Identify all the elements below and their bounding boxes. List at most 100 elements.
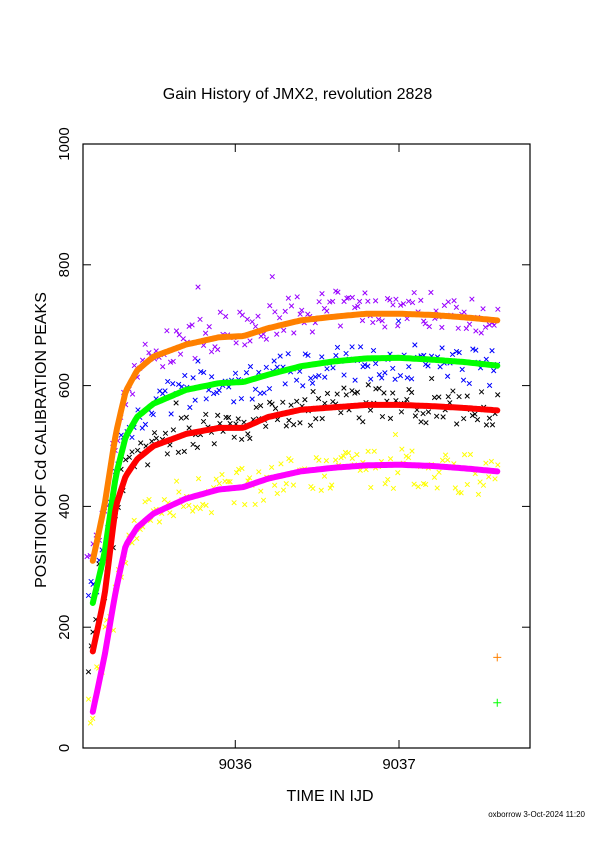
data-point xyxy=(85,592,92,599)
data-point xyxy=(483,356,489,362)
data-point xyxy=(337,323,344,329)
scatter-series-yellow xyxy=(85,431,501,726)
data-point xyxy=(202,330,209,336)
data-point xyxy=(422,321,428,327)
data-point xyxy=(263,364,269,371)
data-point xyxy=(444,373,451,379)
data-point xyxy=(195,284,201,290)
data-point xyxy=(175,449,182,455)
data-point xyxy=(307,422,314,428)
data-point xyxy=(382,481,388,487)
data-point xyxy=(164,451,171,457)
data-point xyxy=(404,396,410,403)
data-point xyxy=(310,485,316,492)
data-point xyxy=(312,374,318,380)
data-point xyxy=(367,407,374,413)
data-point xyxy=(239,312,246,318)
data-point xyxy=(334,391,340,397)
data-point xyxy=(470,346,476,352)
data-point xyxy=(288,402,294,408)
data-point xyxy=(461,415,467,422)
data-point xyxy=(426,323,432,330)
data-point xyxy=(149,438,155,444)
data-point xyxy=(322,374,328,380)
data-point xyxy=(327,485,333,491)
data-point xyxy=(243,370,250,376)
data-point xyxy=(192,504,199,510)
data-point xyxy=(425,363,431,369)
data-point xyxy=(354,451,360,458)
data-point xyxy=(131,362,138,369)
data-point xyxy=(474,417,481,423)
data-point xyxy=(431,394,438,401)
data-point xyxy=(245,431,251,437)
data-point xyxy=(398,409,405,415)
data-point xyxy=(189,322,195,328)
data-point xyxy=(208,349,215,355)
data-point xyxy=(495,462,501,468)
data-point xyxy=(368,484,374,491)
data-point xyxy=(352,377,358,383)
scatter-series-purple xyxy=(84,273,501,560)
data-point xyxy=(186,425,192,431)
data-point xyxy=(489,348,495,354)
data-point xyxy=(379,318,385,324)
data-point xyxy=(365,298,371,304)
data-point xyxy=(305,352,311,359)
data-point xyxy=(278,461,284,467)
data-point xyxy=(463,325,469,332)
data-point xyxy=(302,351,308,357)
data-point xyxy=(451,298,457,304)
data-point xyxy=(282,381,288,387)
data-point xyxy=(283,481,289,487)
data-point xyxy=(297,420,303,426)
data-point xyxy=(390,302,396,308)
data-point xyxy=(365,363,371,369)
fit-curve-red xyxy=(89,401,501,655)
data-point xyxy=(261,390,267,396)
data-point xyxy=(310,388,316,395)
data-point xyxy=(235,416,241,422)
data-point xyxy=(272,405,279,412)
data-point xyxy=(225,414,232,421)
data-point xyxy=(379,413,386,420)
data-point xyxy=(134,447,141,453)
data-point xyxy=(195,358,201,364)
data-point xyxy=(255,313,261,319)
data-point xyxy=(379,375,385,381)
data-point xyxy=(480,306,486,312)
data-point xyxy=(492,476,498,482)
data-point xyxy=(329,298,336,305)
data-point xyxy=(266,385,273,392)
data-point xyxy=(330,365,336,371)
data-point xyxy=(486,415,493,421)
data-point xyxy=(436,394,442,400)
data-point xyxy=(187,404,193,411)
data-point xyxy=(274,331,280,337)
data-point xyxy=(472,411,478,417)
data-point xyxy=(231,434,237,440)
data-point xyxy=(399,446,405,452)
data-point xyxy=(466,380,472,387)
data-point xyxy=(269,401,275,407)
data-point xyxy=(356,298,363,305)
data-point xyxy=(176,332,182,338)
data-point xyxy=(409,299,416,306)
data-point xyxy=(445,299,451,305)
data-point xyxy=(359,317,366,324)
data-point xyxy=(390,485,397,492)
data-point xyxy=(354,389,361,395)
data-point xyxy=(291,330,297,336)
data-point xyxy=(190,508,196,514)
data-point xyxy=(349,344,355,350)
data-point xyxy=(87,720,94,726)
data-point xyxy=(404,375,410,381)
data-point xyxy=(334,344,341,351)
data-point xyxy=(274,490,280,497)
data-point xyxy=(442,452,449,458)
data-point xyxy=(368,376,374,382)
data-point xyxy=(449,351,456,358)
data-point xyxy=(150,411,156,418)
data-point xyxy=(387,456,394,462)
data-point xyxy=(437,364,443,370)
